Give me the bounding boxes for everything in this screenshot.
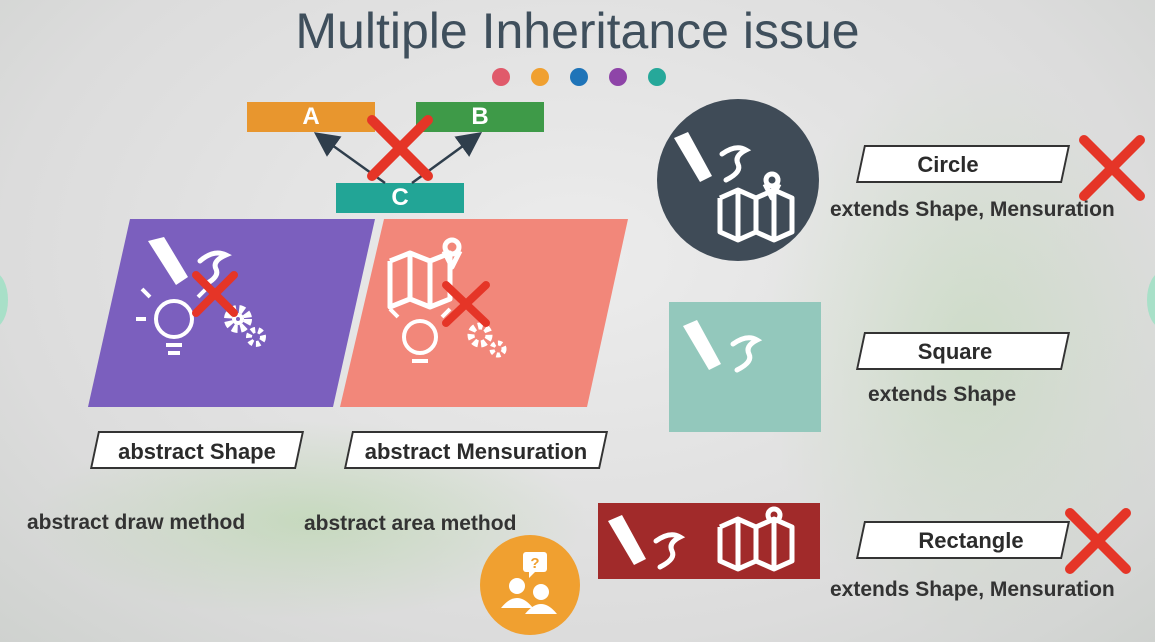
cross-icon — [192, 271, 238, 317]
cross-icon — [442, 281, 490, 327]
rectangle-class-icon — [598, 503, 820, 579]
class-b-box: B — [416, 102, 544, 132]
square-class-icon — [669, 302, 821, 432]
pen-icon — [683, 320, 763, 373]
circle-extends-text: extends Shape, Mensuration — [830, 198, 1115, 221]
draw-method-text: abstract draw method — [27, 511, 246, 534]
square-extends-text: extends Shape — [868, 383, 1017, 406]
pen-icon — [674, 132, 752, 183]
slide-title: Multiple Inheritance issue — [295, 3, 860, 59]
circle-class-name: Circle — [917, 152, 979, 177]
gears-icon — [467, 322, 507, 358]
people-question-icon: ? — [480, 535, 580, 635]
pen-icon — [148, 237, 232, 288]
abstract-mensuration-label: abstract Mensuration — [364, 439, 588, 464]
pen-icon — [608, 515, 686, 570]
gears-icon — [224, 305, 266, 347]
abstract-shape-label: abstract Shape — [118, 439, 276, 464]
nav-left-edge[interactable] — [0, 272, 8, 328]
map-pin-icon — [387, 237, 463, 310]
decor-dot — [531, 68, 549, 86]
decor-dot — [648, 68, 666, 86]
bulb-icon — [388, 307, 452, 363]
area-method-text: abstract area method — [304, 512, 517, 535]
decor-dot — [609, 68, 627, 86]
rectangle-class-name: Rectangle — [918, 528, 1024, 553]
svg-text:?: ? — [530, 555, 539, 572]
class-a-box: A — [247, 102, 375, 132]
bulb-icon — [136, 287, 208, 355]
map-pin-icon — [717, 171, 795, 243]
decor-dot — [492, 68, 510, 86]
map-pin-icon — [717, 506, 795, 572]
square-class-name: Square — [917, 339, 993, 364]
class-c-box: C — [336, 183, 464, 213]
abstract-mensuration-card — [340, 219, 628, 407]
abstract-shape-card — [88, 219, 375, 407]
circle-class-icon — [657, 99, 819, 261]
rectangle-extends-text: extends Shape, Mensuration — [830, 578, 1115, 601]
cross-icon — [1065, 508, 1131, 574]
decor-dot — [570, 68, 588, 86]
cross-icon — [367, 115, 433, 181]
cross-icon — [1079, 135, 1145, 201]
nav-right-edge[interactable] — [1147, 272, 1155, 328]
